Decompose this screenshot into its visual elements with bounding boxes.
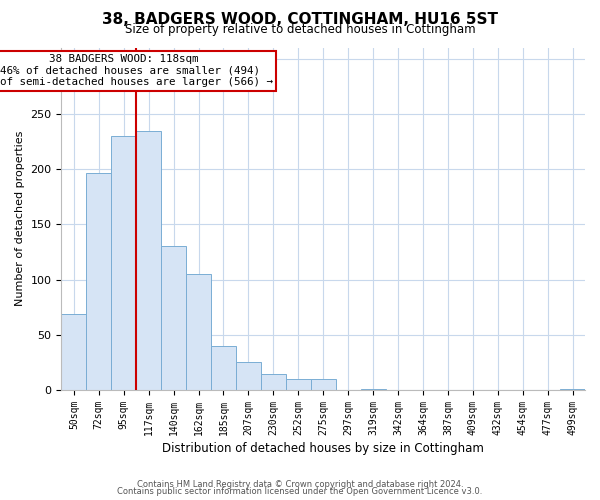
Bar	[61, 314, 86, 390]
Bar	[186, 274, 211, 390]
X-axis label: Distribution of detached houses by size in Cottingham: Distribution of detached houses by size …	[162, 442, 484, 455]
Bar	[136, 132, 161, 390]
Bar	[261, 374, 286, 390]
Bar	[236, 362, 261, 390]
Text: 38 BADGERS WOOD: 118sqm
← 46% of detached houses are smaller (494)
53% of semi-d: 38 BADGERS WOOD: 118sqm ← 46% of detache…	[0, 54, 273, 88]
Text: Size of property relative to detached houses in Cottingham: Size of property relative to detached ho…	[125, 24, 475, 36]
Bar	[161, 246, 186, 390]
Y-axis label: Number of detached properties: Number of detached properties	[15, 131, 25, 306]
Bar	[311, 379, 335, 390]
Text: 38, BADGERS WOOD, COTTINGHAM, HU16 5ST: 38, BADGERS WOOD, COTTINGHAM, HU16 5ST	[102, 12, 498, 28]
Bar	[111, 136, 136, 390]
Bar	[286, 379, 311, 390]
Bar	[211, 346, 236, 390]
Text: Contains public sector information licensed under the Open Government Licence v3: Contains public sector information licen…	[118, 487, 482, 496]
Bar	[86, 174, 111, 390]
Text: Contains HM Land Registry data © Crown copyright and database right 2024.: Contains HM Land Registry data © Crown c…	[137, 480, 463, 489]
Bar	[361, 389, 386, 390]
Bar	[560, 389, 585, 390]
